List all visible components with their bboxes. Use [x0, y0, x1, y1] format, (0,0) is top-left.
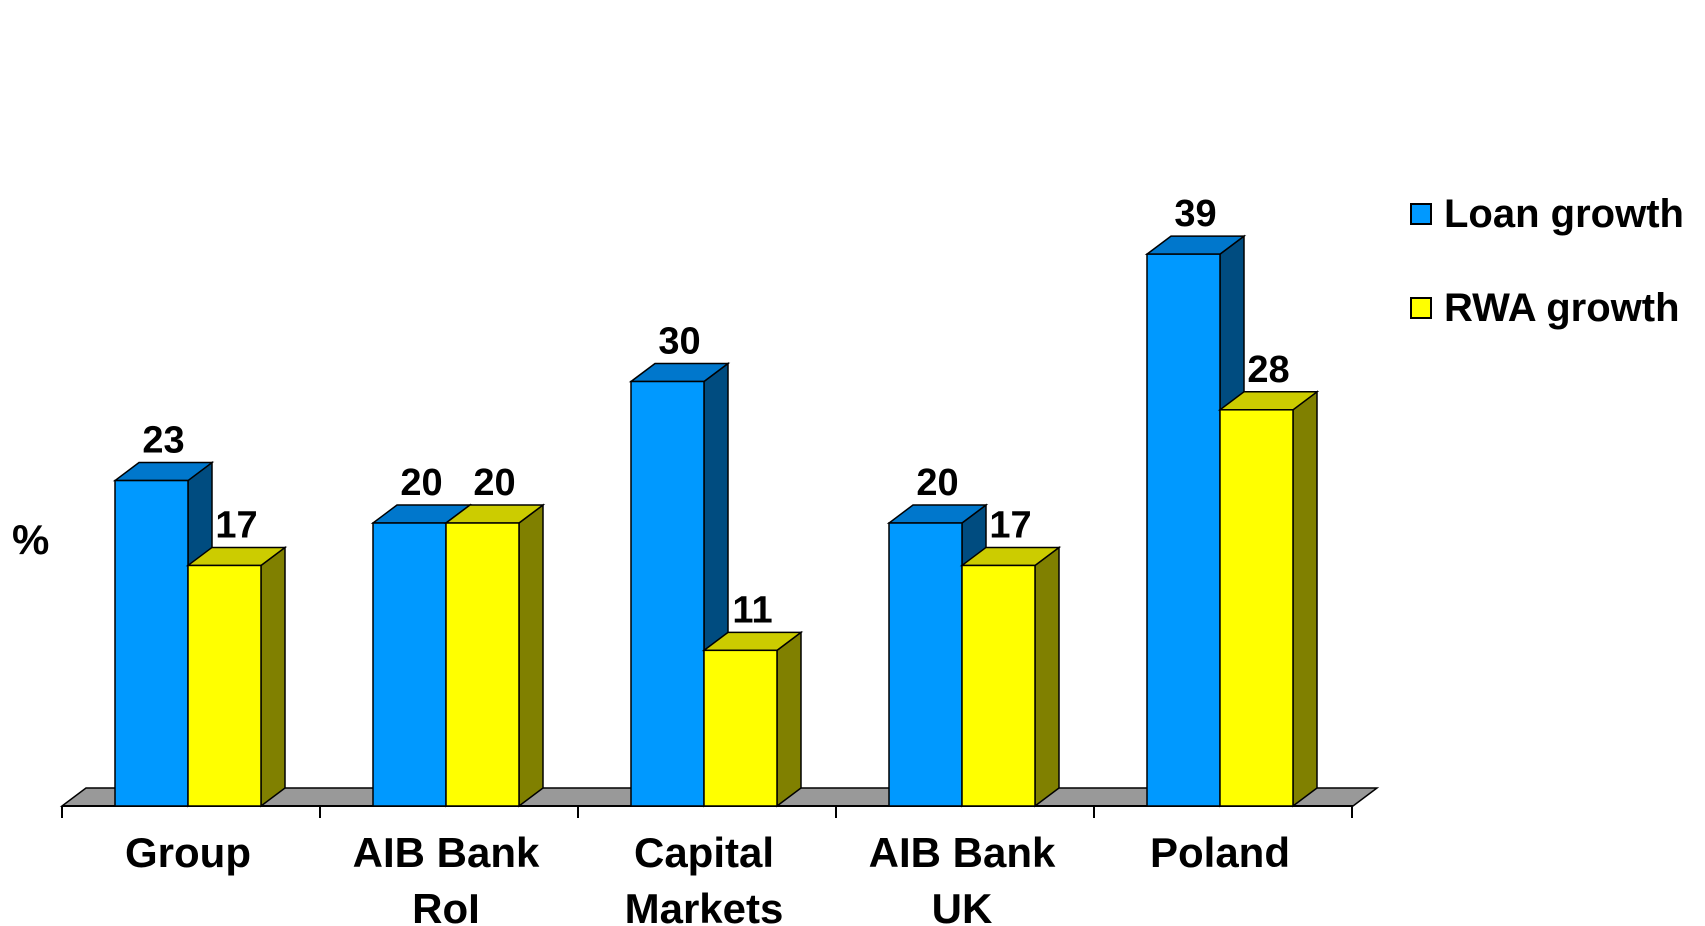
data-label: 17 [989, 504, 1031, 546]
x-tick-labels-group: Group AIB Bank RoI Capital Markets AIB Bank UK… [125, 829, 1290, 926]
x-tick-label: RoI [412, 885, 480, 926]
bar-front-face [961, 564, 1036, 807]
bar-loan-growth-2 [628, 362, 731, 808]
x-tick-label: Capital [634, 829, 774, 876]
bar-rwa-growth-4 [1217, 390, 1320, 808]
data-label: 20 [916, 462, 958, 504]
bar-front-face [187, 564, 262, 807]
bar-rwa-growth-2 [701, 630, 804, 808]
data-label: 23 [142, 420, 184, 462]
legend-label-rwa-growth: RWA growth [1444, 285, 1680, 330]
bar-front-face [1219, 409, 1294, 807]
y-axis-label: % [12, 516, 50, 563]
bar-front-face [630, 380, 705, 807]
x-tick-label: UK [932, 885, 993, 926]
bar-side-face [260, 545, 286, 808]
data-label: 30 [658, 321, 700, 363]
bar-front-face [888, 522, 963, 807]
legend-item-rwa-growth: RWA growth [1410, 286, 1684, 330]
data-labels-group: 23 17 20 20 30 11 20 17 39 28 [142, 193, 1289, 631]
legend-swatch-loan-growth [1410, 203, 1432, 225]
bar-front-face [372, 522, 447, 807]
bar-side-face [1034, 545, 1060, 808]
legend-label-loan-growth: Loan growth [1444, 191, 1684, 236]
bar-front-face [703, 649, 778, 807]
legend-item-loan-growth: Loan growth [1410, 192, 1684, 236]
data-label: 11 [732, 589, 772, 631]
bar-front-face [1146, 253, 1221, 807]
bars-group [112, 234, 1320, 808]
legend-swatch-rwa-growth [1410, 297, 1432, 319]
data-label: 39 [1174, 193, 1216, 235]
x-tick-label: Markets [625, 885, 784, 926]
bar-side-face [1292, 390, 1318, 808]
bar-side-face [518, 503, 544, 808]
bar-side-face [776, 630, 802, 808]
x-tick-label: Group [125, 829, 251, 876]
bar-front-face [114, 479, 189, 807]
x-tick-label: Poland [1150, 829, 1290, 876]
x-axis [61, 805, 1353, 818]
x-tick-label: AIB Bank [353, 829, 540, 876]
bar-rwa-growth-0 [185, 545, 288, 808]
data-label: 17 [215, 504, 257, 546]
data-label: 20 [473, 462, 515, 504]
bar-rwa-growth-3 [959, 545, 1062, 808]
data-label: 28 [1247, 349, 1289, 391]
bar-rwa-growth-1 [443, 503, 546, 808]
legend: Loan growth RWA growth [1410, 192, 1684, 380]
data-label: 20 [400, 462, 442, 504]
x-tick-label: AIB Bank [869, 829, 1056, 876]
bar-front-face [445, 522, 520, 807]
